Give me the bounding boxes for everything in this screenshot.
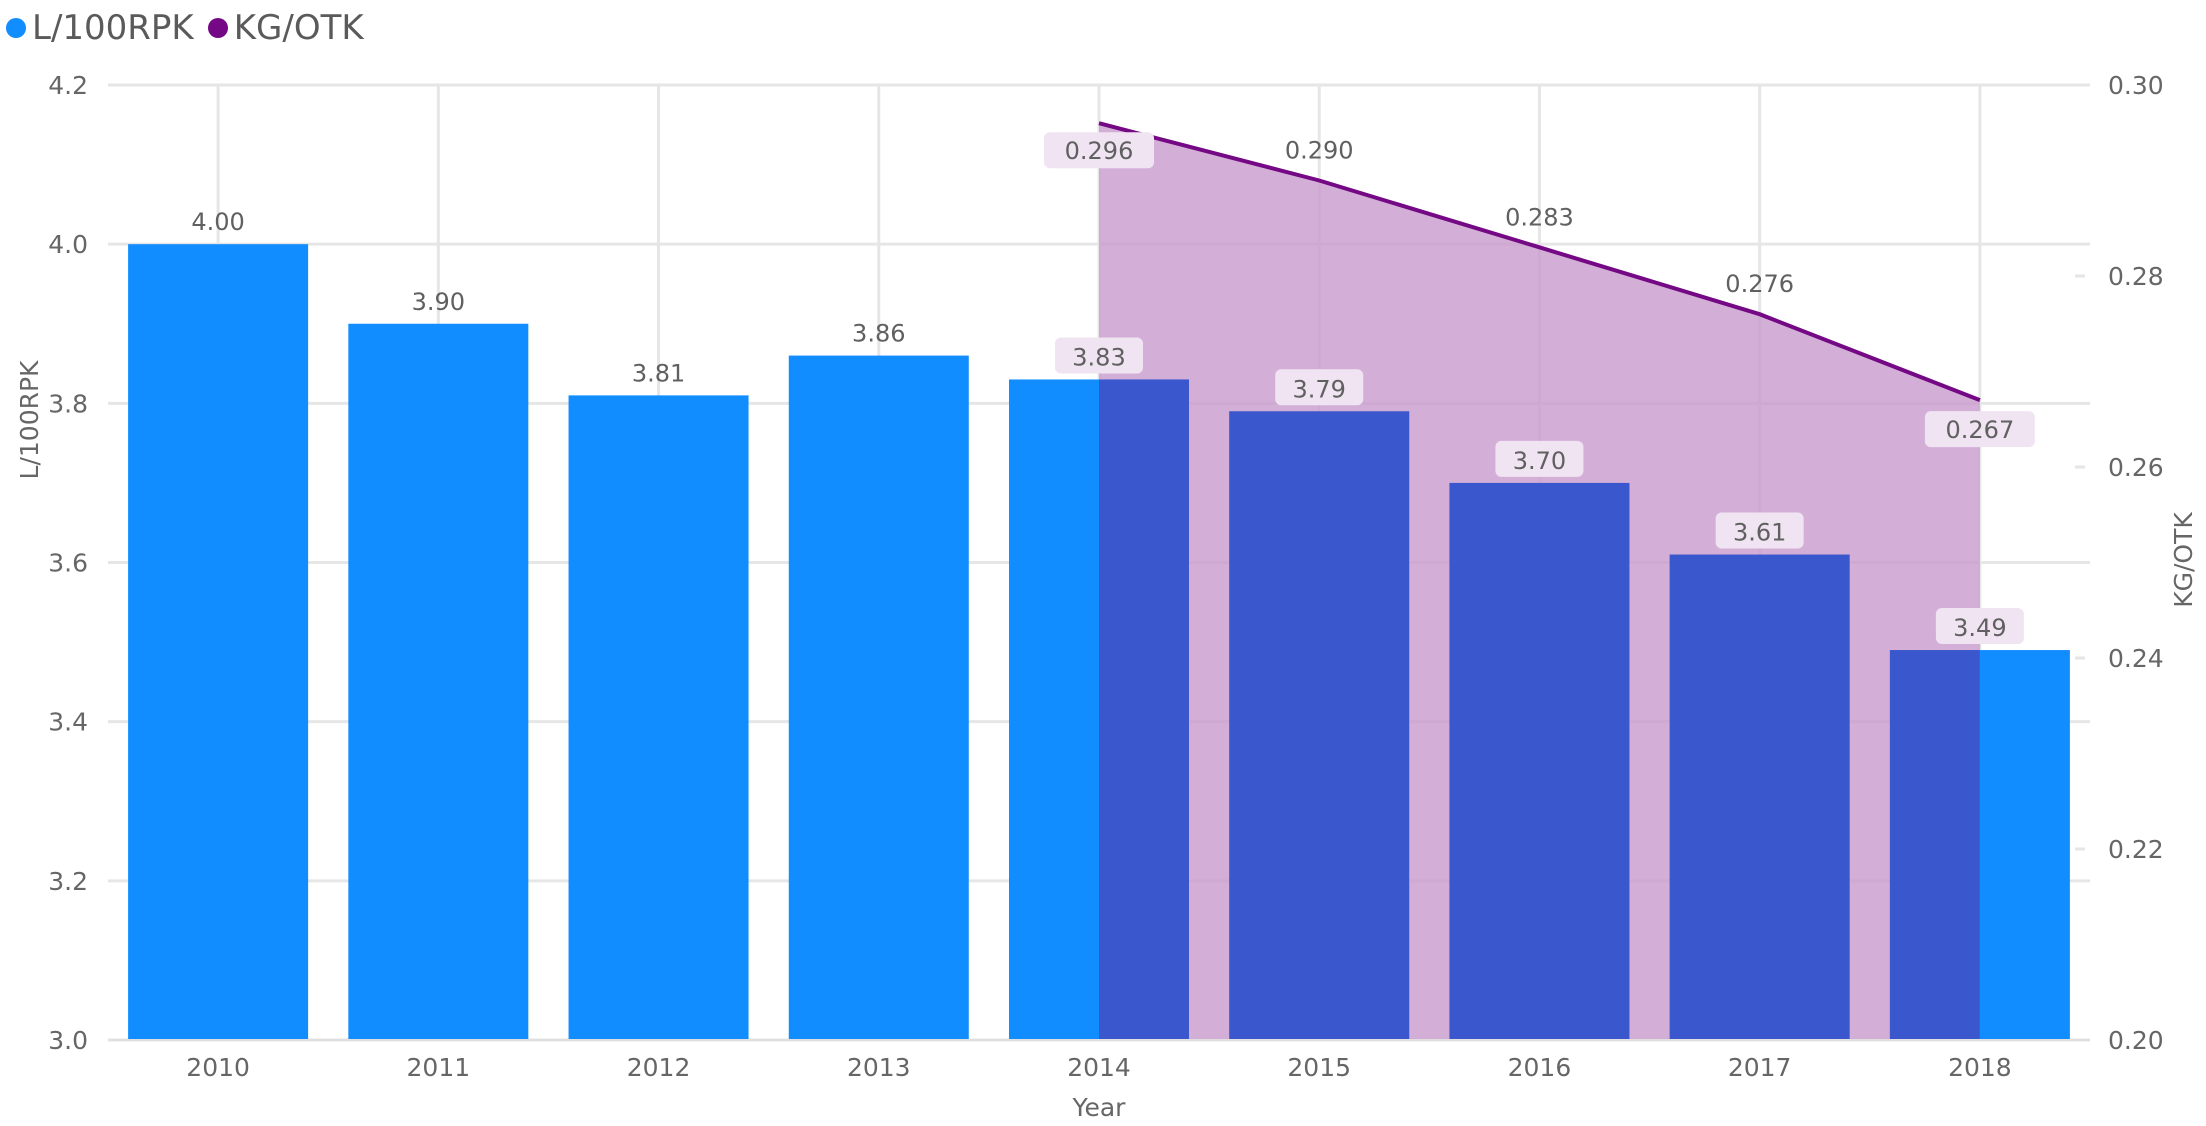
x-tick-label: 2014: [1067, 1053, 1131, 1082]
y-left-tick-label: 3.2: [48, 867, 88, 896]
x-axis: 2010 2011 2012 2013 2014 2015 2016 2017 2018 Year: [186, 1053, 2011, 1122]
x-tick-label: 2017: [1728, 1053, 1792, 1082]
x-tick-label: 2016: [1508, 1053, 1572, 1082]
label-bg: [1055, 337, 1143, 374]
x-tick-label: 2015: [1287, 1053, 1351, 1082]
bar-2011[interactable]: [348, 323, 529, 1040]
y-left-tick-label: 3.6: [48, 549, 88, 578]
x-tick-label: 2010: [186, 1053, 250, 1082]
label-bg: [1275, 369, 1364, 406]
legend-label: KG/OTK: [233, 8, 364, 48]
label-bg: [1495, 440, 1584, 477]
bar-overlap-2018: [1889, 650, 1980, 1040]
bar-overlap-2014: [1099, 379, 1189, 1040]
bar-value-label: 3.70: [1513, 447, 1566, 475]
bar-overlap: [1099, 379, 1980, 1041]
bar-value-label: 3.90: [412, 288, 465, 316]
x-axis-title: Year: [1072, 1093, 1127, 1122]
bar-overlap-2015: [1229, 411, 1410, 1041]
area-value-label: 0.290: [1285, 137, 1354, 165]
y-left-tick-label: 4.2: [48, 71, 88, 100]
bar-value-label: 4.00: [191, 208, 244, 236]
y-axis-right: 0.30 0.28 0.26 0.24 0.22 0.20 KG/OTK: [2108, 71, 2198, 1055]
bar-overlap-2017: [1669, 554, 1850, 1040]
area-value-label: 0.296: [1065, 137, 1134, 165]
x-tick-label: 2018: [1948, 1053, 2012, 1082]
area-value-label: 0.283: [1505, 203, 1574, 231]
legend-marker-kgotk-icon: [207, 18, 228, 38]
legend-item-kgotk[interactable]: KG/OTK: [207, 8, 364, 48]
x-tick-label: 2012: [627, 1053, 691, 1082]
y-right-tick-label: 0.24: [2108, 644, 2164, 673]
legend-marker-l100rpk-icon: [6, 18, 26, 38]
y-right-tick-label: 0.28: [2108, 262, 2164, 291]
y-right-tick-label: 0.22: [2108, 835, 2164, 864]
y-axis-left: 4.2 4.0 3.8 3.6 3.4 3.2 3.0 L/100RPK: [15, 71, 88, 1055]
label-bg: [1044, 132, 1154, 169]
y-right-tick-label: 0.30: [2108, 71, 2164, 100]
y-right-tick-label: 0.20: [2108, 1026, 2164, 1055]
label-bg: [1715, 512, 1804, 549]
area-line[interactable]: [1098, 121, 1981, 403]
area-value-label: 0.276: [1725, 270, 1794, 298]
legend-item-l100rpk[interactable]: L/100RPK: [6, 8, 194, 48]
y-left-tick-label: 3.8: [48, 389, 88, 418]
x-tick-label: 2013: [847, 1053, 911, 1082]
bar-value-label: 3.86: [852, 320, 905, 348]
area-value-label: 0.267: [1946, 416, 2015, 444]
bar-2013[interactable]: [788, 355, 969, 1040]
bar-value-label: 3.83: [1072, 343, 1125, 371]
label-bg: [1924, 411, 2035, 448]
y-right-tick-label: 0.26: [2108, 453, 2164, 482]
y-left-axis-title: L/100RPK: [15, 360, 44, 480]
bar-value-label: 3.79: [1293, 375, 1346, 403]
y-right-axis-title: KG/OTK: [2169, 512, 2198, 608]
label-bg: [1935, 608, 2024, 645]
bar-2010[interactable]: [128, 244, 309, 1040]
y-left-tick-label: 4.0: [48, 230, 88, 259]
bar-value-label: 3.81: [632, 359, 685, 387]
x-tick-label: 2011: [407, 1053, 471, 1082]
bar-value-label: 3.49: [1953, 614, 2006, 642]
bar-overlap-2016: [1449, 482, 1630, 1041]
chart-legend: L/100RPK KG/OTK: [6, 8, 364, 48]
y-left-tick-label: 3.0: [48, 1026, 88, 1055]
bar-value-label: 3.61: [1733, 519, 1786, 547]
legend-label: L/100RPK: [32, 8, 194, 48]
y-left-tick-label: 3.4: [48, 708, 88, 737]
data-labels: 4.00 3.90 3.81 3.86 3.83 3.79 3.70 3.61 3.49 0.29…: [191, 132, 2035, 645]
bar-2012[interactable]: [568, 395, 749, 1040]
